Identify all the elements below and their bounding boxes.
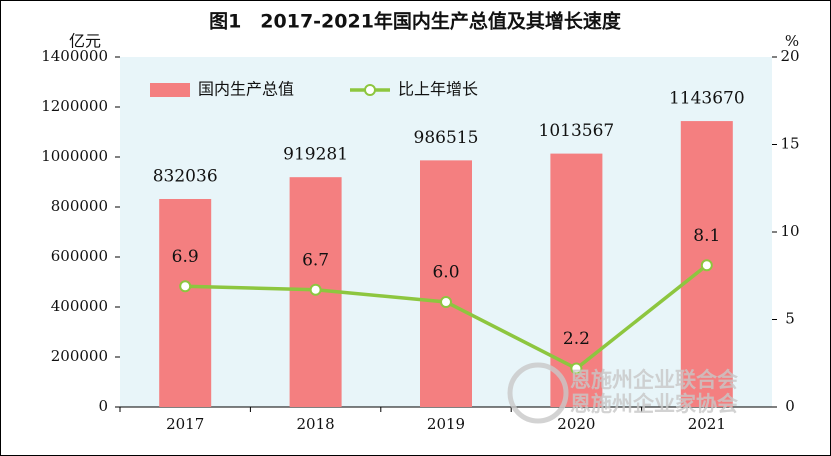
y-tick-label: 1000000 xyxy=(41,147,108,165)
chart-title: 图1 2017-2021年国内生产总值及其增长速度 xyxy=(209,10,622,33)
legend-swatch xyxy=(150,83,190,97)
bar-value-label: 1013567 xyxy=(539,121,615,141)
y2-tick-label: 5 xyxy=(785,310,795,328)
y2-axis-label: % xyxy=(785,32,799,50)
watermark-text: 恩施州企业联合会 xyxy=(570,368,738,392)
bar xyxy=(420,160,472,407)
x-tick-label: 2020 xyxy=(557,415,595,433)
bar-value-label: 1143670 xyxy=(669,89,745,109)
y-tick-label: 600000 xyxy=(51,247,108,265)
line-marker xyxy=(700,259,713,272)
x-tick-label: 2021 xyxy=(688,415,726,433)
legend-label: 国内生产总值 xyxy=(198,80,294,99)
legend-swatch-marker xyxy=(364,84,376,96)
line-value-label: 2.2 xyxy=(563,329,590,349)
y2-tick-label: 15 xyxy=(780,135,799,153)
bar-value-label: 986515 xyxy=(414,128,479,148)
line-marker xyxy=(179,280,192,293)
y2-tick-label: 0 xyxy=(785,397,795,415)
y-tick-label: 200000 xyxy=(51,347,108,365)
y2-tick-label: 10 xyxy=(780,222,799,240)
watermark-logo xyxy=(507,362,569,424)
x-tick-label: 2019 xyxy=(427,415,465,433)
y-tick-label: 1400000 xyxy=(41,47,108,65)
y-tick-label: 1200000 xyxy=(41,97,108,115)
y-tick-label: 400000 xyxy=(51,297,108,315)
line-marker xyxy=(440,296,452,308)
line-marker xyxy=(570,362,583,375)
line-value-label: 8.1 xyxy=(693,226,720,246)
legend-label: 比上年增长 xyxy=(398,80,478,99)
line-value-label: 6.7 xyxy=(302,250,329,270)
x-tick-label: 2018 xyxy=(297,415,335,433)
y-axis-label: 亿元 xyxy=(69,32,101,51)
x-tick-label: 2017 xyxy=(166,415,204,433)
bar-value-label: 832036 xyxy=(153,166,218,186)
y2-tick-label: 20 xyxy=(780,47,799,65)
line-marker xyxy=(309,283,322,296)
bar xyxy=(159,198,212,407)
watermark-text: 恩施州企业家协会 xyxy=(570,392,738,416)
line-value-label: 6.0 xyxy=(432,263,459,283)
y-tick-label: 0 xyxy=(98,397,108,415)
line-value-label: 6.9 xyxy=(172,247,199,267)
bar-value-label: 919281 xyxy=(283,145,348,165)
y-tick-label: 800000 xyxy=(51,197,108,215)
